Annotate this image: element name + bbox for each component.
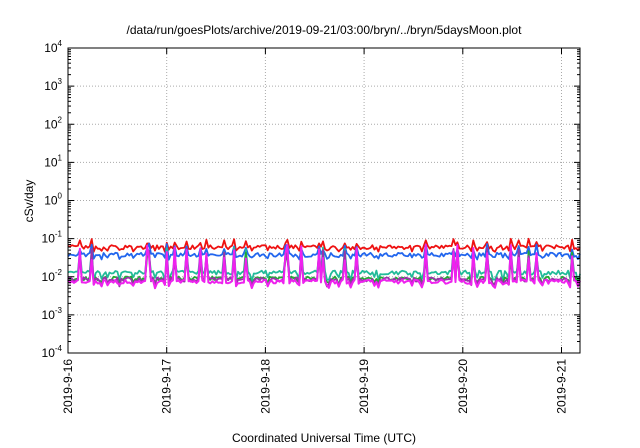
y-tick-label: 100	[44, 192, 62, 208]
x-tick-label: 2019-9-20	[456, 359, 470, 414]
series-line	[67, 243, 581, 290]
y-axis-label: cSv/day	[22, 180, 36, 223]
x-tick-label: 2019-9-18	[258, 359, 272, 414]
x-tick-label: 2019-9-19	[357, 359, 371, 414]
ticks	[67, 47, 580, 354]
y-tick-labels: 10-4 10-3 10-2 10-1 100 101 102 103 104	[42, 39, 63, 360]
chart-title: /data/run/goesPlots/archive/2019-09-21/0…	[127, 23, 523, 37]
x-tick-label: 2019-9-21	[554, 359, 568, 414]
x-tick-labels: 2019-9-16 2019-9-17 2019-9-18 2019-9-19 2019…	[61, 359, 568, 414]
series-group	[67, 237, 581, 290]
grid	[68, 48, 580, 353]
y-tick-label: 103	[44, 77, 62, 93]
series-line	[67, 237, 581, 253]
x-tick-label: 2019-9-17	[160, 359, 174, 414]
x-tick-label: 2019-9-16	[61, 359, 75, 414]
y-tick-label: 104	[44, 39, 62, 55]
y-tick-label: 10-2	[42, 268, 63, 284]
y-tick-label: 102	[44, 115, 62, 131]
y-tick-label: 10-4	[42, 344, 63, 360]
x-axis-label: Coordinated Universal Time (UTC)	[232, 431, 416, 445]
y-tick-label: 101	[44, 153, 62, 169]
y-tick-label: 10-3	[42, 306, 63, 322]
y-tick-label: 10-1	[42, 230, 63, 246]
